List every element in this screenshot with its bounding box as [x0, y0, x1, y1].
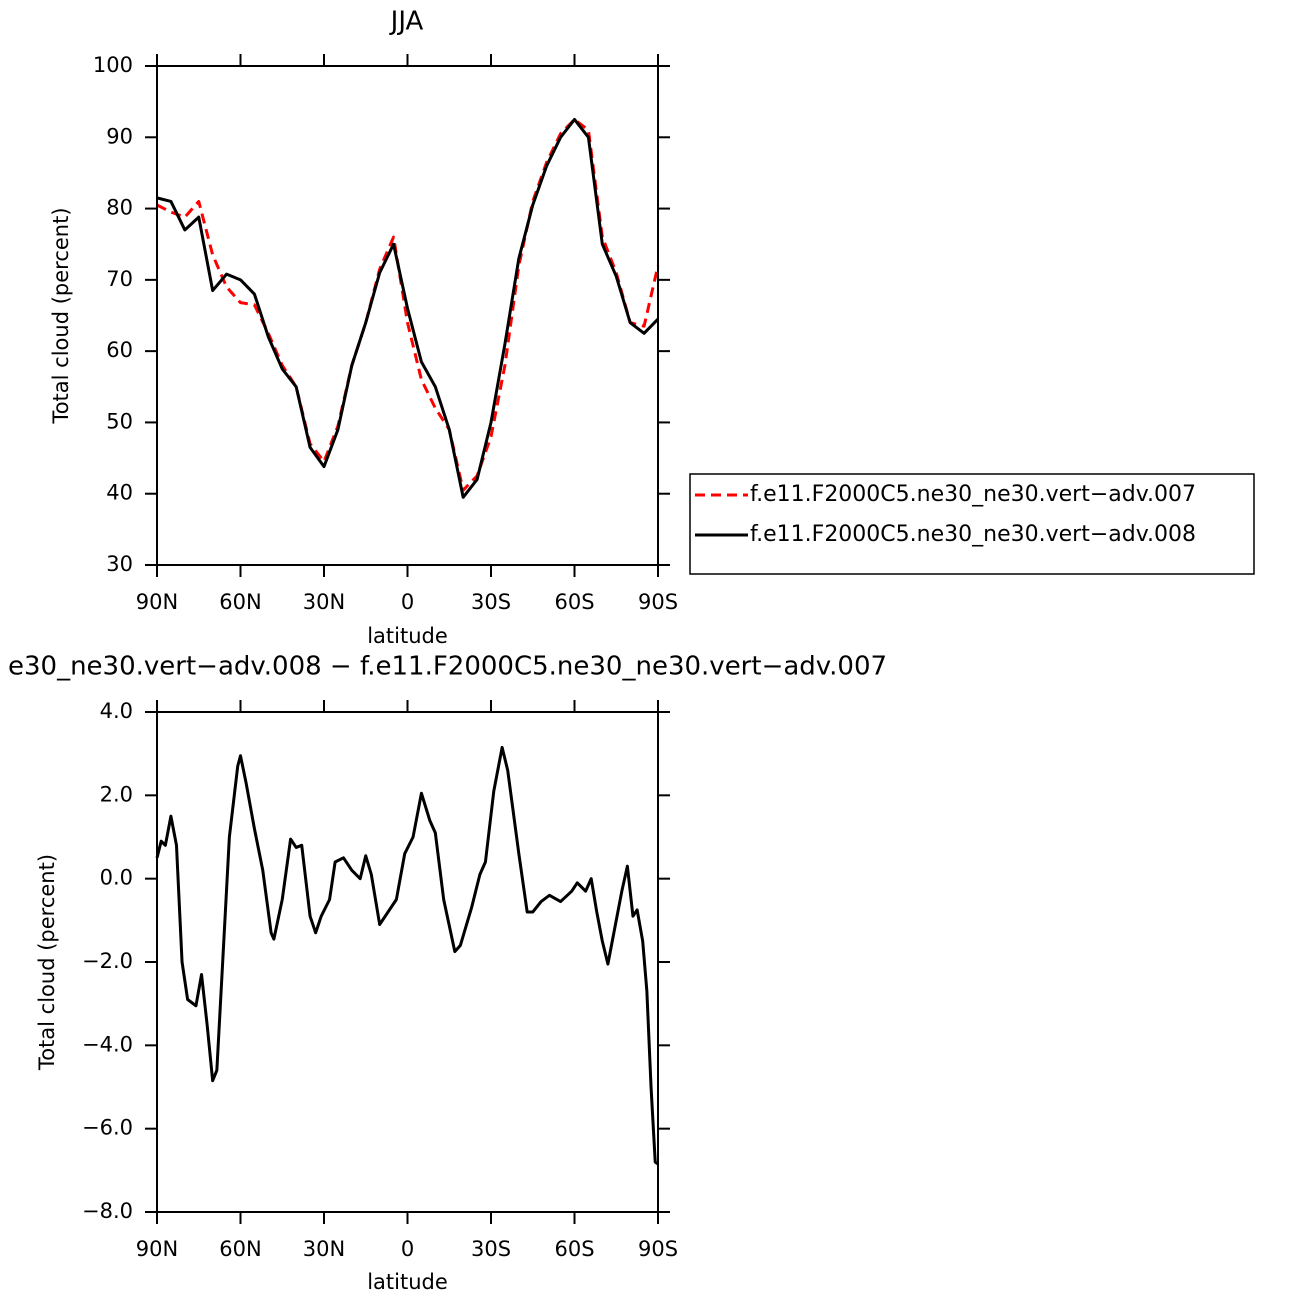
x-tick-label: 60N	[219, 590, 261, 614]
y-tick-label: −4.0	[82, 1032, 133, 1056]
y-axis-label: Total cloud (percent)	[49, 207, 73, 424]
legend-box	[689, 473, 1255, 575]
chart-title: e30_ne30.vert−adv.008 − f.e11.F2000C5.ne…	[8, 652, 887, 682]
x-tick-label: 30S	[471, 1237, 511, 1261]
series-line	[155, 745, 659, 1166]
y-tick-label: 60	[106, 338, 133, 362]
y-tick-label: 2.0	[100, 782, 133, 806]
x-tick-label: 90N	[136, 1237, 178, 1261]
y-tick-label: 0.0	[100, 866, 133, 890]
y-tick-label: −6.0	[82, 1116, 133, 1140]
x-axis-label: latitude	[367, 624, 448, 648]
x-tick-label: 60N	[219, 1237, 261, 1261]
x-tick-label: 30N	[303, 590, 345, 614]
y-tick-label: 40	[106, 481, 133, 505]
series-line	[156, 117, 660, 492]
series-line	[156, 117, 660, 499]
y-tick-label: 4.0	[100, 699, 133, 723]
y-tick-label: 50	[106, 409, 133, 433]
x-tick-label: 60S	[554, 590, 594, 614]
x-tick-label: 90S	[638, 590, 678, 614]
plot-frame	[156, 65, 659, 566]
chart-title: JJA	[389, 7, 424, 37]
x-tick-label: 30N	[303, 1237, 345, 1261]
y-tick-label: 90	[106, 124, 133, 148]
y-tick-label: 100	[93, 53, 133, 77]
x-axis-label: latitude	[367, 1270, 448, 1294]
y-tick-label: −2.0	[82, 949, 133, 973]
plot-frame	[156, 711, 659, 1213]
y-tick-label: 80	[106, 196, 133, 220]
y-tick-label: −8.0	[82, 1199, 133, 1223]
y-axis-label: Total cloud (percent)	[35, 854, 59, 1071]
x-tick-label: 60S	[554, 1237, 594, 1261]
legend-label: f.e11.F2000C5.ne30_ne30.vert−adv.007	[750, 482, 1196, 507]
x-tick-label: 30S	[471, 590, 511, 614]
legend-label: f.e11.F2000C5.ne30_ne30.vert−adv.008	[750, 522, 1196, 547]
x-tick-label: 0	[401, 1237, 414, 1261]
x-tick-label: 90S	[638, 1237, 678, 1261]
x-tick-label: 0	[401, 590, 414, 614]
y-tick-label: 70	[106, 267, 133, 291]
x-tick-label: 90N	[136, 590, 178, 614]
y-tick-label: 30	[106, 552, 133, 576]
